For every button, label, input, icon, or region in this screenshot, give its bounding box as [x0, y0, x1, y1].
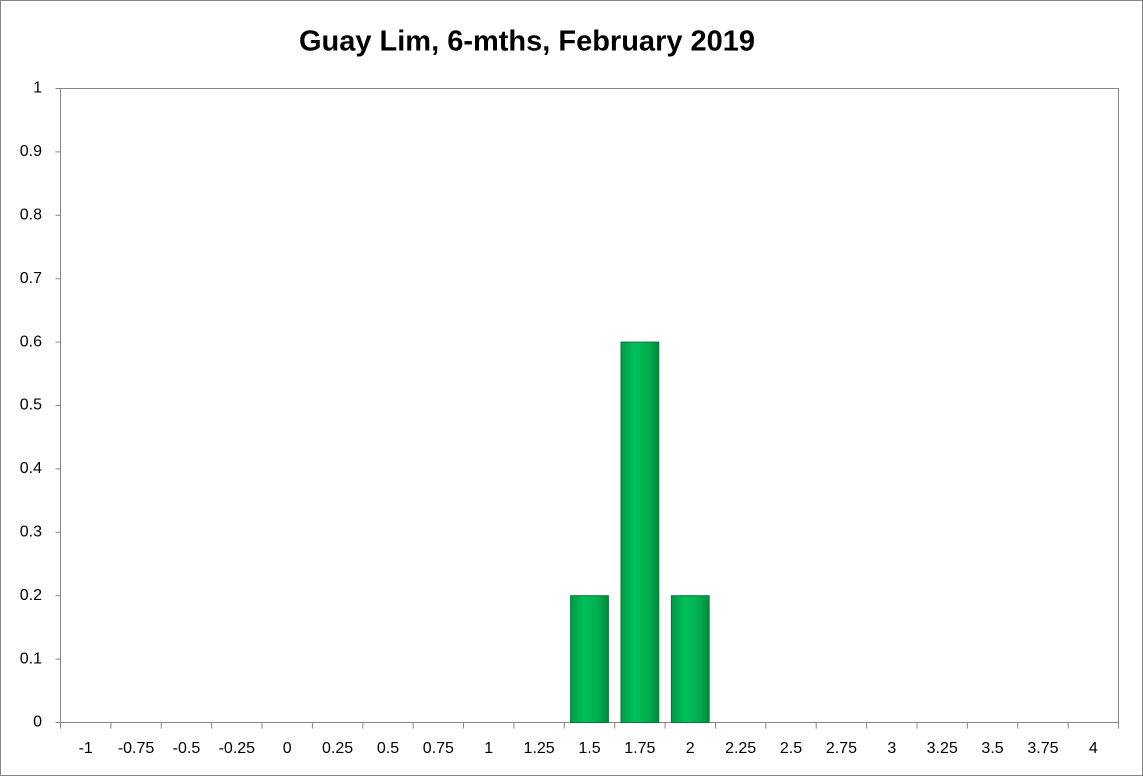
x-tick-label: 3.75: [1027, 740, 1058, 757]
y-tick-label: 0.4: [20, 460, 42, 477]
x-tick-label: 0: [283, 740, 292, 757]
x-tick-label: 2.25: [725, 740, 756, 757]
x-tick-label: 3.5: [981, 740, 1003, 757]
y-tick-label: 0.8: [20, 207, 42, 224]
x-tick-label: 0.25: [322, 740, 353, 757]
x-tick-label: 1.5: [578, 740, 600, 757]
x-tick-label: 2.5: [780, 740, 802, 757]
y-tick-label: 0.7: [20, 270, 42, 287]
y-tick-label: 0.6: [20, 333, 42, 350]
x-tick-label: 1.75: [624, 740, 655, 757]
bar: [620, 341, 660, 723]
y-tick-label: 0.9: [20, 143, 42, 160]
y-tick-label: 1: [33, 80, 42, 97]
bar: [570, 595, 609, 724]
y-tick-label: 0.1: [20, 650, 42, 667]
x-tick-label: -0.75: [118, 740, 155, 757]
bar: [670, 595, 710, 724]
x-tick-label: 1.25: [524, 740, 555, 757]
y-tick-label: 0.3: [20, 524, 42, 541]
x-tick-label: 3.25: [927, 740, 958, 757]
x-tick-label: 4: [1089, 740, 1098, 757]
x-tick-label: -0.5: [173, 740, 201, 757]
x-tick-label: 3: [887, 740, 896, 757]
x-tick-label: -0.25: [219, 740, 256, 757]
x-tick-label: 0.75: [423, 740, 454, 757]
y-tick-label: 0.2: [20, 587, 42, 604]
x-tick-label: 0.5: [377, 740, 399, 757]
y-tick-label: 0.5: [20, 397, 42, 414]
y-tick-label: 0: [33, 714, 42, 731]
x-tick-label: 1: [484, 740, 493, 757]
x-tick-label: 2: [686, 740, 695, 757]
x-tick-label: -1: [79, 740, 93, 757]
chart-title: Guay Lim, 6-mths, February 2019: [299, 26, 755, 58]
x-tick-label: 2.75: [826, 740, 857, 757]
